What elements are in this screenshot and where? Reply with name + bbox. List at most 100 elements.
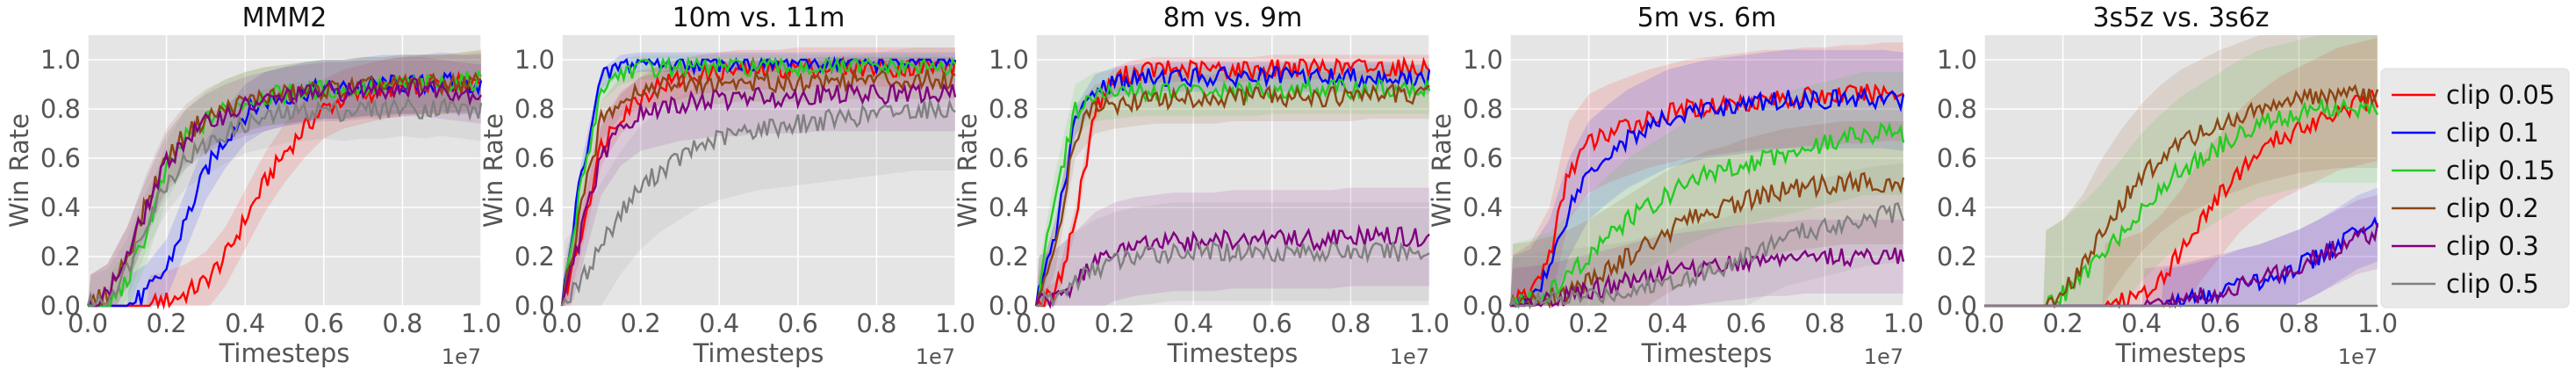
y-tick-label: 0.6 [989, 143, 1029, 173]
x-tick-label: 0.6 [1726, 308, 1767, 338]
x-axis-label: Timesteps [1641, 338, 1773, 368]
series-line-clip-0-05 [560, 55, 957, 307]
series-line-clip-0-15 [560, 55, 956, 307]
x-tick-label: 0.4 [225, 308, 265, 338]
panel-title: 5m vs. 6m [1637, 3, 1777, 33]
panel-title: 10m vs. 11m [673, 3, 845, 33]
legend-label: clip 0.5 [2446, 269, 2539, 299]
x-tick-label: 1.0 [1409, 308, 1450, 338]
series-line-clip-0-2 [1034, 82, 1430, 307]
x-offset-label: 1e7 [442, 344, 481, 369]
y-tick-label: 0.8 [1463, 94, 1503, 124]
y-tick-label: 0.4 [514, 192, 555, 222]
y-tick-label: 0.4 [40, 192, 81, 222]
y-tick-label: 0.0 [40, 291, 81, 321]
series-line-clip-0-05 [88, 70, 481, 310]
y-tick-label: 0.6 [514, 143, 555, 173]
panel-title: 3s5z vs. 3s6z [2092, 3, 2269, 33]
y-tick-label: 0.6 [40, 143, 81, 173]
x-tick-label: 0.4 [699, 308, 739, 338]
legend: clip 0.05 clip 0.1 clip 0.15 clip 0.2 clip 0… [2380, 68, 2570, 308]
confidence-band [562, 57, 955, 306]
panel-3: 0.0 0.2 0.4 0.6 0.8 1.0 0.0 0.2 0.4 0.6 0.8 1.0 8m v… [953, 3, 1450, 369]
x-tick-label: 0.4 [1647, 308, 1687, 338]
confidence-band [88, 57, 481, 306]
x-tick-label: 0.8 [1330, 308, 1371, 338]
x-tick-label: 0.0 [1490, 308, 1530, 338]
series-line-clip-0-1 [1508, 86, 1905, 308]
series-line-clip-0-05 [1510, 83, 1904, 308]
series-line-clip-0-3 [560, 83, 957, 307]
y-tick-label: 0.2 [1463, 242, 1503, 272]
series-line-clip-0-5 [86, 96, 483, 308]
confidence-band [562, 60, 955, 306]
series-line-clip-0-15 [1034, 75, 1431, 307]
panel-title: 8m vs. 9m [1163, 3, 1303, 33]
legend-label: clip 0.05 [2446, 80, 2555, 110]
x-tick-label: 0.2 [1569, 308, 1609, 338]
panel-2: 0.0 0.2 0.4 0.6 0.8 1.0 0.0 0.2 0.4 0.6 0.8 1.0 10m … [479, 3, 975, 369]
series-line-clip-0-2 [560, 68, 956, 307]
series-line-clip-0-15 [1984, 97, 2379, 308]
confidence-band [88, 49, 481, 307]
y-axis-label: Win Rate [479, 113, 508, 228]
y-tick-label: 1.0 [1463, 45, 1503, 75]
series-line-clip-0-15 [1509, 121, 1905, 310]
y-axis-label: Win Rate [953, 113, 982, 228]
y-tick-label: 0.6 [1463, 143, 1503, 173]
y-tick-label: 0.0 [514, 291, 555, 321]
x-axis-label: Timesteps [1167, 338, 1299, 368]
legend-label: clip 0.2 [2446, 193, 2539, 223]
confidence-band [1036, 202, 1429, 306]
series-line-clip-0-3 [87, 76, 482, 308]
x-tick-label: 0.8 [1804, 308, 1845, 338]
y-tick-label: 0.2 [989, 242, 1029, 272]
y-tick-label: 0.4 [989, 192, 1029, 222]
y-tick-label: 0.0 [1463, 291, 1503, 321]
x-tick-label: 1.0 [935, 308, 975, 338]
y-tick-label: 1.0 [40, 45, 81, 75]
x-offset-label: 1e7 [1390, 344, 1429, 369]
series-line-clip-0-3 [1034, 223, 1430, 309]
x-tick-label: 0.4 [2121, 308, 2162, 338]
confidence-band [1510, 72, 1903, 306]
y-tick-label: 1.0 [1937, 45, 1977, 75]
series-line-clip-0-5 [1508, 201, 1905, 308]
x-tick-label: 1.0 [461, 308, 501, 338]
confidence-band [1036, 69, 1429, 306]
x-tick-label: 0.8 [856, 308, 896, 338]
confidence-band [1510, 163, 1903, 306]
y-tick-label: 0.6 [1937, 143, 1977, 173]
x-offset-label: 1e7 [916, 344, 955, 369]
legend-box [2380, 68, 2570, 308]
legend-label: clip 0.15 [2446, 156, 2555, 185]
y-tick-label: 0.2 [1937, 242, 1977, 272]
x-tick-label: 0.0 [1016, 308, 1056, 338]
confidence-band [1510, 49, 1903, 307]
series-line-clip-0-05 [1034, 55, 1430, 308]
confidence-band [88, 52, 481, 306]
series-line-clip-0-5 [560, 98, 956, 307]
y-tick-label: 0.8 [1937, 94, 1977, 124]
y-tick-label: 0.8 [989, 94, 1029, 124]
x-tick-label: 0.6 [304, 308, 344, 338]
y-axis-label: Win Rate [1427, 113, 1457, 228]
plot-area [562, 35, 955, 306]
x-axis-label: Timesteps [2115, 338, 2247, 368]
confidence-band [1510, 42, 1903, 307]
legend-label: clip 0.1 [2446, 118, 2539, 148]
series-line-clip-0-2 [1508, 170, 1905, 310]
panel-title: MMM2 [242, 3, 327, 33]
series-line-clip-0-15 [88, 69, 482, 308]
series-line-clip-0-2 [1984, 83, 2379, 309]
x-tick-label: 0.2 [147, 308, 187, 338]
y-tick-label: 0.2 [40, 242, 81, 272]
confidence-band [562, 47, 955, 306]
confidence-band [88, 49, 481, 307]
x-tick-label: 0.0 [542, 308, 582, 338]
confidence-band [88, 52, 481, 306]
y-tick-label: 1.0 [989, 45, 1029, 75]
y-tick-label: 0.4 [1463, 192, 1503, 222]
y-tick-label: 0.0 [1937, 291, 1977, 321]
